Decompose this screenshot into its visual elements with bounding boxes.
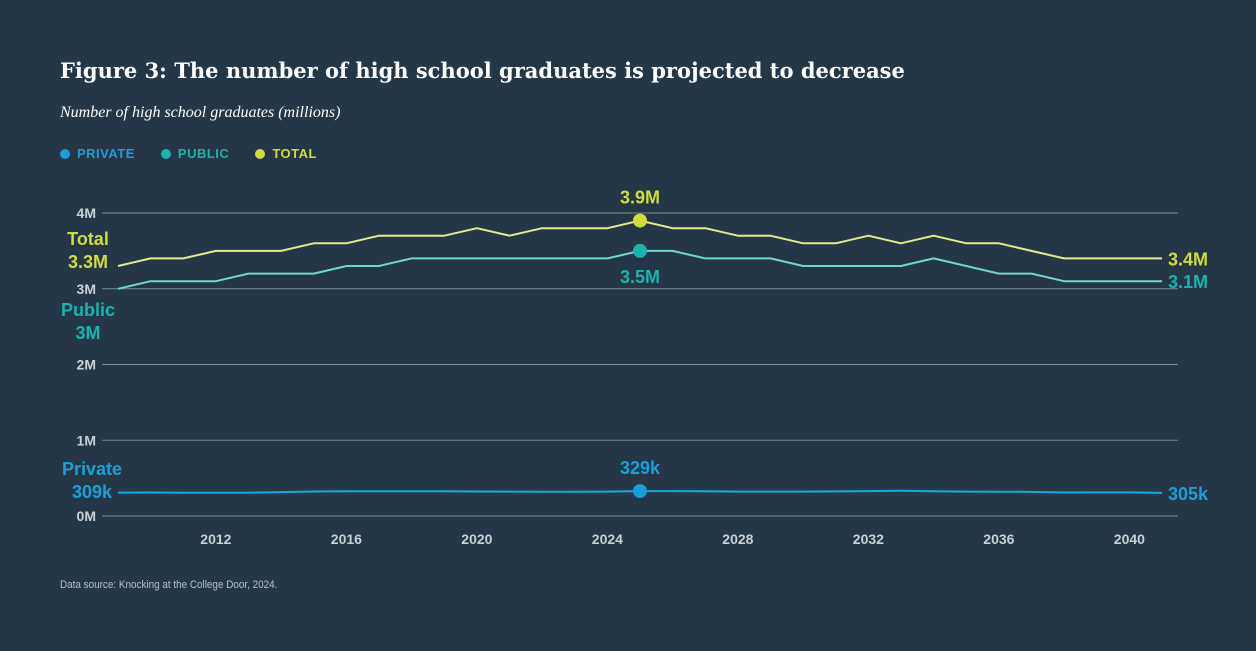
- y-tick-label-2M: 2M: [77, 357, 96, 373]
- highlight-point-public: [633, 243, 647, 258]
- y-tick-label-0M: 0M: [77, 508, 96, 524]
- legend-item-private: PRIVATE: [60, 146, 135, 161]
- legend: PRIVATE PUBLIC TOTAL: [60, 146, 317, 161]
- highlight-label-public: 3.5M: [620, 267, 660, 287]
- legend-dot-public: [160, 148, 171, 159]
- legend-label-total: TOTAL: [272, 146, 317, 161]
- legend-label-public: PUBLIC: [177, 146, 230, 161]
- y-tick-label-3M: 3M: [77, 281, 96, 297]
- legend-dot-private: [60, 148, 70, 159]
- x-tick-label-2016: 2016: [331, 531, 362, 547]
- chart-subtitle: Number of high school graduates (million…: [60, 104, 341, 121]
- legend-item-total: TOTAL: [255, 146, 317, 161]
- x-tick-label-2012: 2012: [200, 531, 231, 547]
- end-label-total: 3.4M: [1168, 249, 1208, 269]
- y-tick-label-1M: 1M: [77, 432, 96, 448]
- y-tick-label-4M: 4M: [77, 205, 96, 221]
- x-tick-label-2036: 2036: [983, 531, 1014, 547]
- legend-dot-total: [255, 148, 266, 159]
- x-tick-label-2028: 2028: [722, 531, 753, 547]
- legend-item-public: PUBLIC: [160, 146, 230, 161]
- highlight-label-total: 3.9M: [620, 188, 660, 208]
- start-label-public-1: 3M: [75, 323, 100, 343]
- x-tick-label-2032: 2032: [853, 531, 884, 547]
- end-label-public: 3.1M: [1168, 272, 1208, 292]
- end-label-private: 305k: [1168, 484, 1209, 504]
- start-label-private-1: 309k: [72, 482, 113, 502]
- legend-label-private: PRIVATE: [77, 146, 135, 161]
- data-source-note: Data source: Knocking at the College Doo…: [60, 579, 278, 591]
- start-label-public-0: Public: [61, 300, 115, 320]
- start-label-total-1: 3.3M: [68, 252, 108, 272]
- x-tick-label-2024: 2024: [592, 531, 623, 547]
- highlight-label-private: 329k: [620, 458, 661, 478]
- start-label-total-0: Total: [67, 229, 109, 249]
- start-label-private-0: Private: [62, 459, 122, 479]
- x-tick-label-2040: 2040: [1114, 531, 1145, 547]
- x-tick-label-2020: 2020: [461, 531, 492, 547]
- highlight-point-private: [633, 484, 647, 499]
- chart-title: Figure 3: The number of high school grad…: [60, 58, 905, 83]
- highlight-point-total: [633, 213, 647, 228]
